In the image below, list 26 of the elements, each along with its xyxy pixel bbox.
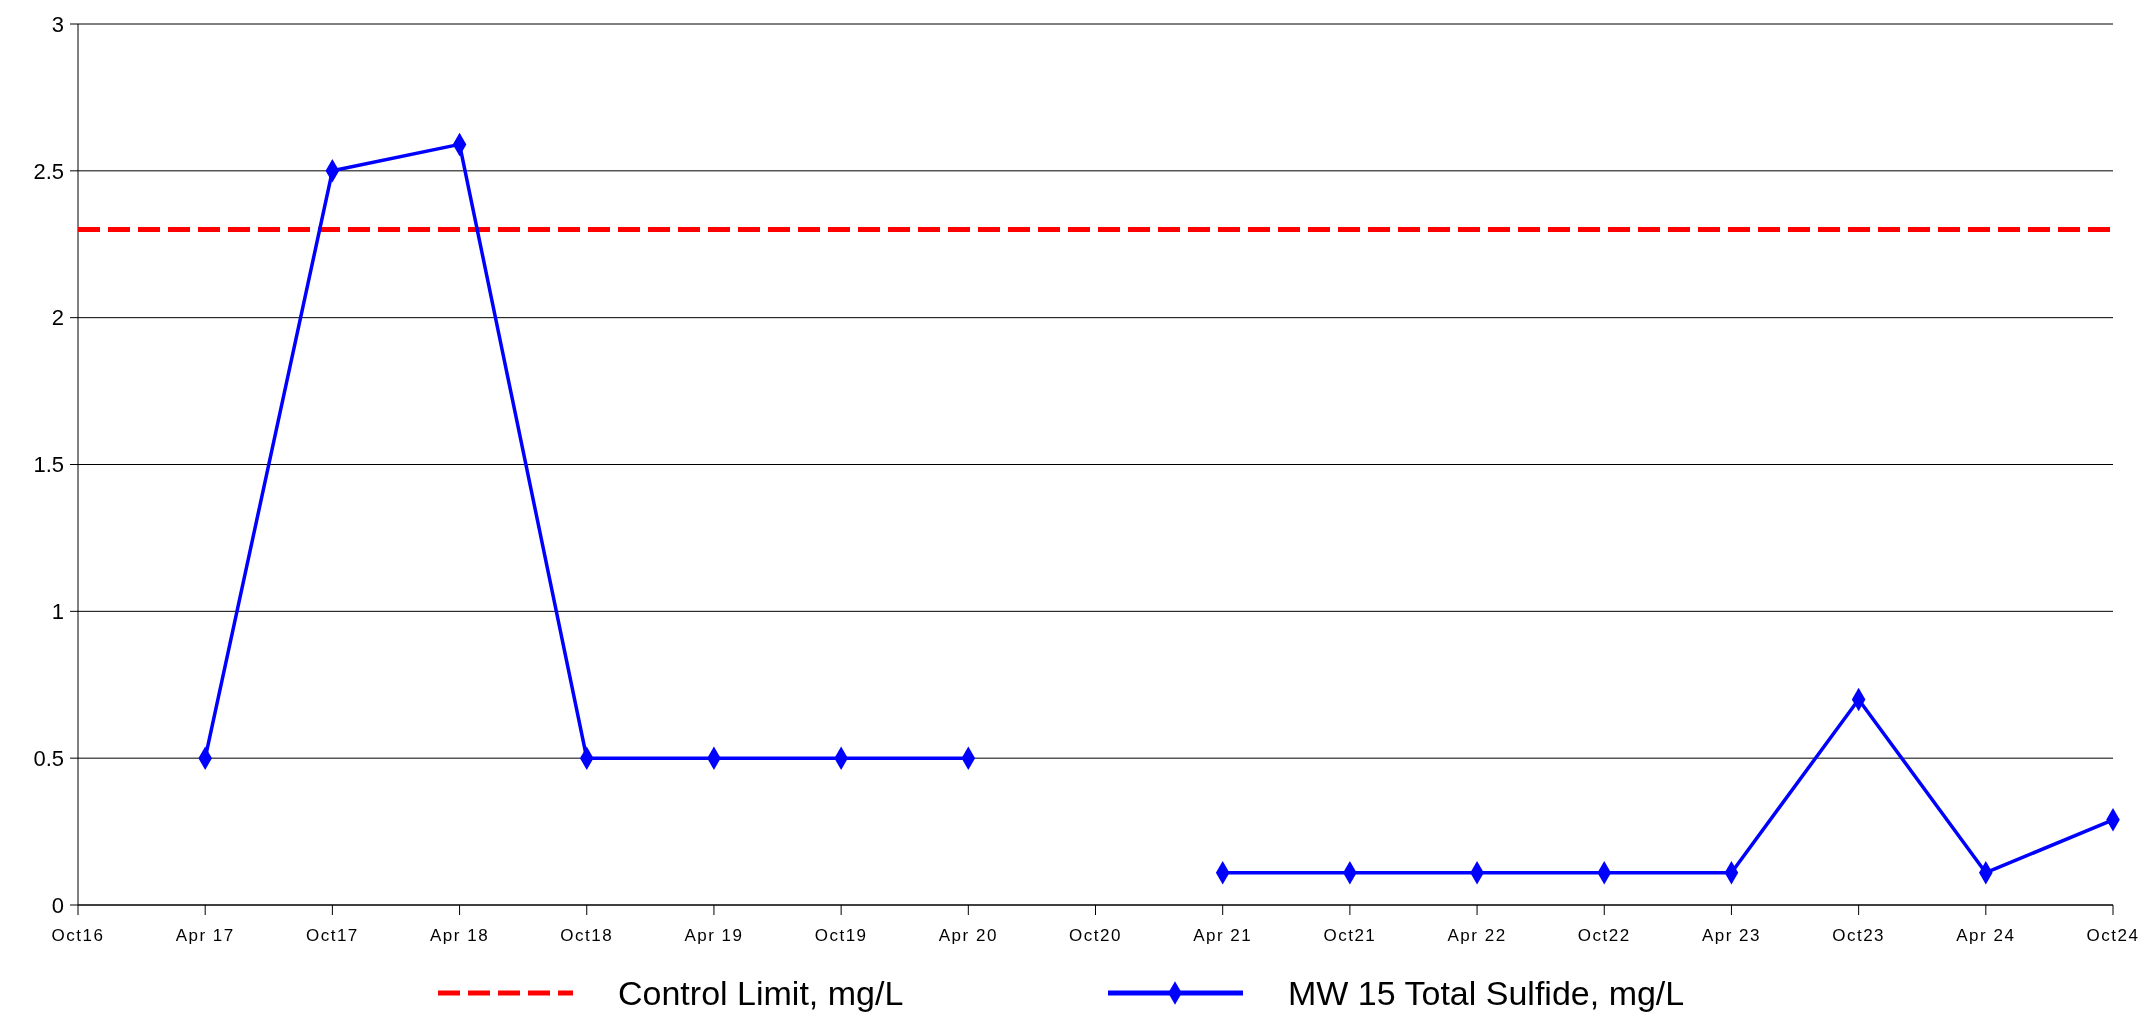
legend-label: Control Limit, mg/L (618, 973, 904, 1012)
x-tick-label: Oct18 (560, 926, 614, 945)
y-tick-label: 2.5 (33, 158, 64, 184)
y-tick-label: 1 (51, 599, 64, 625)
y-tick-label: 2 (51, 305, 64, 331)
x-tick-label: Apr 22 (1447, 926, 1507, 945)
x-tick-label: Apr 17 (175, 926, 235, 945)
x-tick-label: Apr 21 (1193, 926, 1253, 945)
x-tick-label: Apr 23 (1701, 926, 1761, 945)
y-tick-label: 0.5 (33, 745, 64, 771)
y-tick-label: 3 (51, 11, 64, 37)
x-tick-label: Apr 19 (684, 926, 744, 945)
y-tick-label: 1.5 (33, 452, 64, 478)
x-tick-label: Apr 18 (430, 926, 490, 945)
legend-label: MW 15 Total Sulfide, mg/L (1288, 973, 1685, 1012)
x-tick-label: Oct24 (2086, 926, 2140, 945)
x-tick-label: Apr 20 (938, 926, 998, 945)
x-tick-label: Oct22 (1577, 926, 1631, 945)
x-tick-label: Oct16 (51, 926, 105, 945)
y-tick-label: 0 (51, 892, 64, 918)
x-tick-label: Oct17 (305, 926, 359, 945)
x-tick-label: Oct20 (1069, 926, 1122, 945)
x-tick-label: Oct23 (1832, 926, 1886, 945)
x-tick-label: Oct21 (1323, 926, 1377, 945)
x-tick-label: Apr 24 (1956, 926, 2016, 945)
x-tick-label: Oct19 (814, 926, 868, 945)
